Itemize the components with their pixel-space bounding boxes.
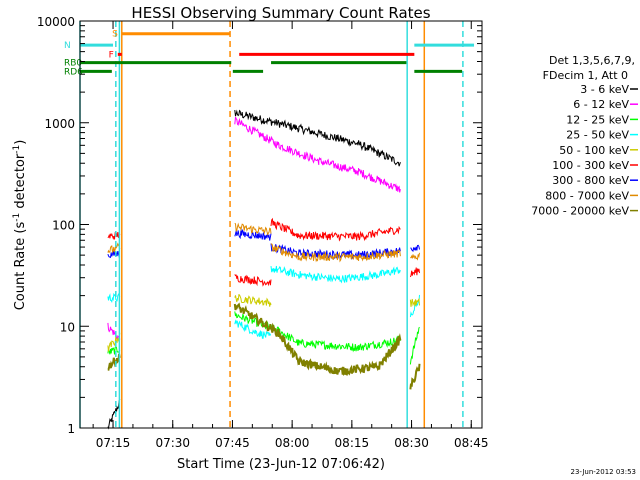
series-100-300-kev: [107, 217, 420, 287]
series-6-12-kev-segment-1: [107, 322, 121, 340]
series-50-100-kev-segment-2: [234, 294, 272, 307]
series-25-50-kev-segment-3: [270, 265, 401, 284]
series-3-6-kev-segment-2: [234, 109, 401, 167]
flag-n: N: [64, 41, 475, 51]
x-tick-label-08-45: 08:45: [454, 436, 489, 450]
x-tick-label-08-15: 08:15: [335, 436, 370, 450]
flag-n-label: N: [64, 41, 71, 51]
x-tick-label-07-30: 07:30: [155, 436, 190, 450]
flag-s-label: S: [112, 30, 118, 40]
legend-label-300-800-kev: 300 - 800 keV: [552, 174, 629, 187]
flag-f-label: F: [109, 50, 114, 60]
flag-rd6-label: RD6: [64, 67, 83, 77]
series-6-12-kev: [107, 116, 401, 340]
legend-label-100-300-kev: 100 - 300 keV: [552, 159, 629, 172]
flag-f: F: [109, 50, 415, 60]
x-axis-ticks: 07:15 07:30 07:45 08:00 08:15 08:30 08:45: [92, 21, 489, 450]
y-axis-ticks: 1 10 100 1000 10000: [37, 15, 482, 436]
flag-vertical-lines: [79, 21, 464, 428]
y-tick-label-100: 100: [52, 219, 75, 233]
flag-rb0: RB0: [64, 59, 407, 69]
chart-title: HESSI Observing Summary Count Rates: [131, 4, 430, 22]
legend-label-12-25-kev: 12 - 25 keV: [566, 113, 629, 126]
series-12-25-kev-segment-2: [234, 311, 401, 353]
legend-items: 3 - 6 keV 6 - 12 keV 12 - 25 keV 25 - 50 ke…: [531, 83, 638, 218]
flag-s: S: [112, 30, 231, 40]
series-12-25-kev-segment-3: [409, 326, 420, 365]
legend-label-800-7000-kev: 800 - 7000 keV: [545, 189, 629, 202]
x-tick-label-08-00: 08:00: [275, 436, 310, 450]
series-800-7000-kev-segment-3: [270, 243, 401, 263]
flag-rd6: RD6: [64, 67, 463, 77]
legend-header-detectors: Det 1,3,5,6,7,9,: [549, 54, 635, 67]
series-800-7000-kev-segment-2: [234, 222, 272, 236]
y-tick-label-10000: 10000: [37, 15, 75, 29]
series-100-300-kev-segment-4: [409, 267, 420, 278]
legend-label-3-6-kev: 3 - 6 keV: [580, 83, 629, 96]
series-100-300-kev-segment-2: [234, 274, 272, 287]
legend-label-7000-20000-kev: 7000 - 20000 keV: [531, 205, 629, 218]
series-7000-20000-kev-segment-3: [409, 363, 421, 390]
series-6-12-kev-segment-2: [234, 116, 401, 193]
series-50-100-kev: [107, 294, 420, 352]
series-300-800-kev-segment-4: [410, 244, 420, 253]
series-7000-20000-kev-segment-2: [233, 302, 402, 376]
flag-rb0-label: RB0: [64, 59, 82, 69]
plot-frame: [79, 20, 483, 429]
series-3-6-kev-segment-1: [107, 398, 121, 430]
x-tick-label-07-45: 07:45: [215, 436, 250, 450]
series-800-7000-kev: [107, 222, 420, 263]
x-axis-label: Start Time (23-Jun-12 07:06:42): [177, 457, 385, 472]
series-25-50-kev-segment-2: [234, 319, 272, 339]
y-tick-label-10: 10: [60, 320, 75, 334]
series-7000-20000-kev: [107, 302, 421, 390]
series-12-25-kev: [107, 311, 420, 365]
plot-data: [107, 109, 421, 430]
series-50-100-kev-segment-1: [107, 332, 121, 352]
series-100-300-kev-segment-3: [270, 217, 401, 242]
series-800-7000-kev-segment-4: [410, 252, 420, 261]
x-tick-label-08-30: 08:30: [394, 436, 429, 450]
series-12-25-kev-segment-1: [107, 345, 121, 355]
series-300-800-kev-segment-1: [107, 250, 121, 259]
legend-label-50-100-kev: 50 - 100 keV: [559, 144, 629, 157]
series-25-50-kev-segment-1: [107, 292, 121, 304]
legend-label-6-12-kev: 6 - 12 keV: [573, 98, 629, 111]
series-300-800-kev-segment-2: [234, 228, 272, 241]
series-800-7000-kev-segment-1: [107, 242, 121, 254]
y-tick-label-1000: 1000: [44, 117, 75, 131]
series-7000-20000-kev-segment-1: [107, 353, 121, 371]
x-tick-label-07-15: 07:15: [96, 436, 131, 450]
legend: Det 1,3,5,6,7,9, FDecim 1, Att 0 3 - 6 k…: [531, 54, 638, 218]
y-axis-label: Count Rate (s-1 detector-1): [12, 140, 28, 311]
footer-timestamp: 23-Jun-2012 03:53: [571, 468, 637, 476]
y-tick-label-1: 1: [67, 422, 75, 436]
series-50-100-kev-segment-3: [409, 297, 420, 307]
series-3-6-kev: [107, 109, 401, 430]
legend-label-25-50-kev: 25 - 50 keV: [566, 129, 629, 142]
legend-header-decimation: FDecim 1, Att 0: [543, 69, 628, 82]
series-100-300-kev-segment-1: [107, 230, 121, 241]
